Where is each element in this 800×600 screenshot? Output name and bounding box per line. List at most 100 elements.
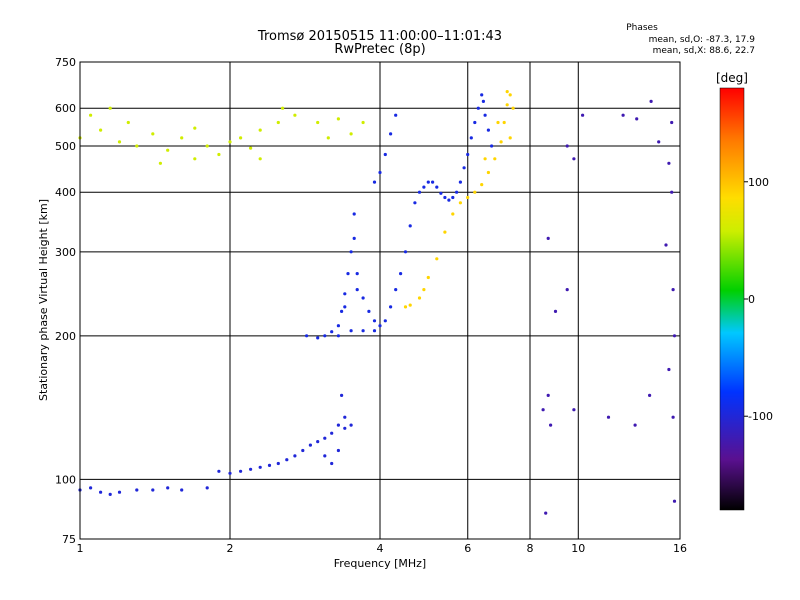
data-point <box>493 157 497 161</box>
data-point <box>483 157 487 161</box>
colorbar-tick-label: -100 <box>748 410 773 423</box>
data-point <box>228 471 232 475</box>
data-point <box>408 224 412 228</box>
x-tick-label: 1 <box>77 542 84 555</box>
data-point <box>378 170 382 175</box>
data-point <box>581 113 585 117</box>
data-point <box>458 180 462 184</box>
y-axis-label: Stationary phase Virtual Height [km] <box>37 199 50 401</box>
data-point <box>394 113 398 117</box>
data-point <box>151 488 155 492</box>
data-point <box>352 212 356 216</box>
data-point <box>443 195 447 200</box>
data-point <box>549 423 553 427</box>
y-tick-label: 75 <box>62 533 76 546</box>
data-point <box>394 288 398 292</box>
data-point <box>166 148 170 152</box>
y-tick-label: 750 <box>55 56 76 69</box>
data-point <box>372 180 377 184</box>
data-point <box>413 201 417 205</box>
data-point <box>205 144 209 148</box>
data-point <box>349 423 353 427</box>
data-point <box>217 469 221 473</box>
data-point <box>108 106 112 110</box>
data-point <box>308 443 312 447</box>
data-point <box>422 288 426 292</box>
data-point <box>565 288 569 292</box>
data-point <box>340 309 344 313</box>
stats-line-o: mean, sd,O: -87.3, 17.9 <box>649 35 756 45</box>
x-axis-label: Frequency [MHz] <box>334 557 426 570</box>
data-point <box>217 152 221 157</box>
data-point <box>343 415 347 419</box>
data-point <box>343 426 347 430</box>
data-point <box>205 486 209 490</box>
data-point <box>672 499 677 503</box>
data-point <box>336 334 340 338</box>
stats-line-x: mean, sd,X: 88.6, 22.7 <box>653 46 755 56</box>
data-point <box>417 190 422 194</box>
data-point <box>443 230 447 234</box>
y-axis-ticks: 75 100 200 300 400 500 600 750 <box>55 56 76 546</box>
data-points <box>78 90 677 515</box>
data-point <box>451 212 455 216</box>
chart-subtitle: RwPretec (8p) <box>334 42 425 57</box>
data-point <box>399 272 403 276</box>
data-point <box>546 393 550 397</box>
data-point <box>473 120 477 125</box>
data-point <box>249 146 253 150</box>
data-point <box>293 113 297 117</box>
data-point <box>336 117 340 121</box>
data-point <box>323 436 327 440</box>
data-point <box>648 393 652 397</box>
data-point <box>108 492 112 496</box>
y-tick-label: 600 <box>55 102 76 115</box>
data-point <box>99 490 103 494</box>
data-point <box>664 243 668 247</box>
data-point <box>469 136 473 140</box>
data-point <box>305 334 309 338</box>
data-point <box>135 144 139 148</box>
data-point <box>336 423 340 427</box>
data-point <box>336 324 340 328</box>
data-point <box>505 103 509 107</box>
data-point <box>239 469 243 473</box>
data-point <box>417 296 422 300</box>
data-point <box>276 120 280 125</box>
data-point <box>361 329 365 333</box>
data-point <box>330 431 334 435</box>
data-point <box>389 132 393 136</box>
data-point <box>621 113 625 117</box>
data-point <box>426 275 430 280</box>
data-point <box>426 180 430 184</box>
data-point <box>649 99 653 103</box>
colorbar-label: [deg] <box>716 71 748 85</box>
data-point <box>367 309 371 313</box>
data-point <box>135 488 139 492</box>
data-point <box>258 157 262 161</box>
chart-title: Tromsø 20150515 11:00:00–11:01:43 <box>257 29 502 44</box>
data-point <box>672 334 677 338</box>
data-point <box>316 336 320 340</box>
data-point <box>166 486 170 490</box>
data-point <box>670 120 674 125</box>
data-point <box>476 106 480 110</box>
data-point <box>258 465 262 469</box>
y-tick-label: 400 <box>55 186 76 199</box>
data-point <box>546 236 550 240</box>
data-point <box>355 288 359 292</box>
data-point <box>361 296 365 300</box>
data-point <box>403 305 408 309</box>
y-tick-label: 100 <box>55 473 76 486</box>
data-point <box>267 463 272 467</box>
data-point <box>330 330 334 334</box>
data-point <box>435 257 439 261</box>
data-point <box>403 250 408 254</box>
data-point <box>281 106 285 110</box>
x-tick-label: 4 <box>377 542 384 555</box>
data-point <box>383 319 387 323</box>
grid-lines <box>80 62 680 539</box>
data-point <box>541 408 545 412</box>
colorbar-tick-label: 100 <box>748 176 769 189</box>
